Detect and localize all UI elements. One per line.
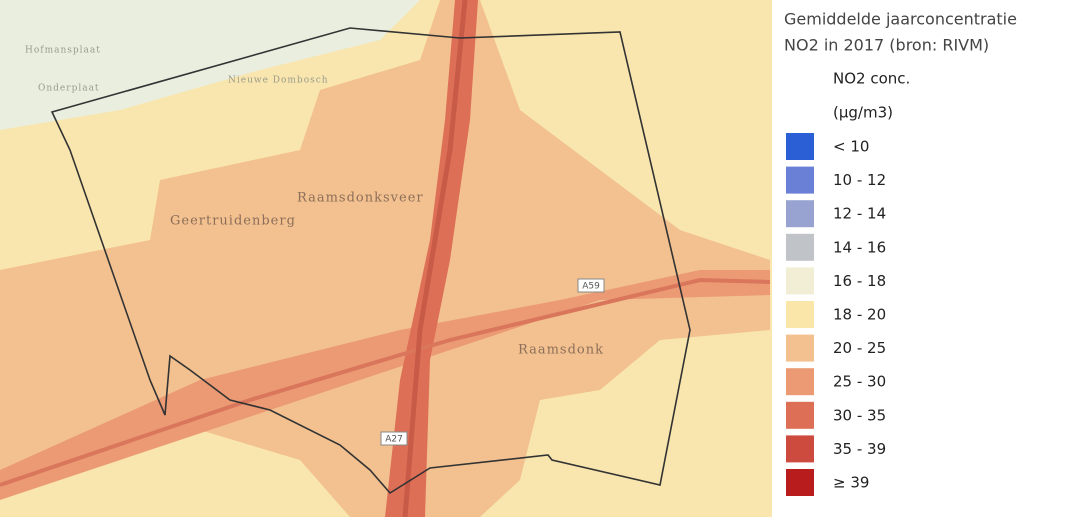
place-label: Geertruidenberg [170, 214, 296, 229]
legend-label: < 10 [833, 138, 869, 156]
legend-swatch [786, 301, 814, 328]
legend-swatch [786, 267, 814, 295]
legend-swatch [786, 368, 814, 396]
legend-swatch [786, 166, 814, 194]
road-shield [577, 278, 605, 293]
place-label: Raamsdonk [518, 343, 604, 358]
legend-unit: NO2 conc. [833, 70, 910, 88]
legend-unit: (µg/m3) [833, 104, 893, 122]
legend-swatch [786, 133, 814, 160]
legend-swatch [786, 233, 814, 261]
legend-label: 16 - 18 [833, 272, 886, 290]
legend-label: 14 - 16 [833, 238, 886, 256]
legend-label: 35 - 39 [833, 440, 886, 458]
legend-title: NO2 in 2017 (bron: RIVM) [784, 36, 989, 55]
place-label: Raamsdonksveer [297, 191, 424, 206]
legend-title: Gemiddelde jaarconcentratie [784, 10, 1017, 29]
road-label: A59 [582, 282, 600, 292]
legend-label: 12 - 14 [833, 205, 886, 223]
place-label: Nieuwe Dombosch [228, 76, 329, 86]
municipality-boundary [50, 27, 691, 495]
legend-swatch [786, 401, 814, 429]
legend-label: 10 - 12 [833, 171, 886, 189]
road-shield [380, 431, 408, 446]
map: Hofmansplaat Onderplaat Nieuwe Dombosch … [0, 0, 772, 518]
legend-swatch [786, 435, 814, 463]
legend-label: 25 - 30 [833, 373, 886, 391]
road-label: A27 [385, 435, 403, 445]
legend: Gemiddelde jaarconcentratie NO2 in 2017 … [784, 10, 1017, 496]
legend-label: 30 - 35 [833, 406, 886, 424]
legend-swatch [786, 469, 814, 496]
legend-swatch [786, 334, 814, 362]
place-label: Hofmansplaat [25, 46, 101, 56]
zone-a59 [0, 270, 770, 500]
legend-swatch [786, 200, 814, 228]
legend-label: ≥ 39 [833, 474, 869, 492]
place-label: Onderplaat [38, 84, 100, 94]
legend-label: 18 - 20 [833, 306, 886, 324]
road-a59 [0, 277, 771, 487]
road-a27 [402, 0, 468, 518]
legend-label: 20 - 25 [833, 339, 886, 357]
